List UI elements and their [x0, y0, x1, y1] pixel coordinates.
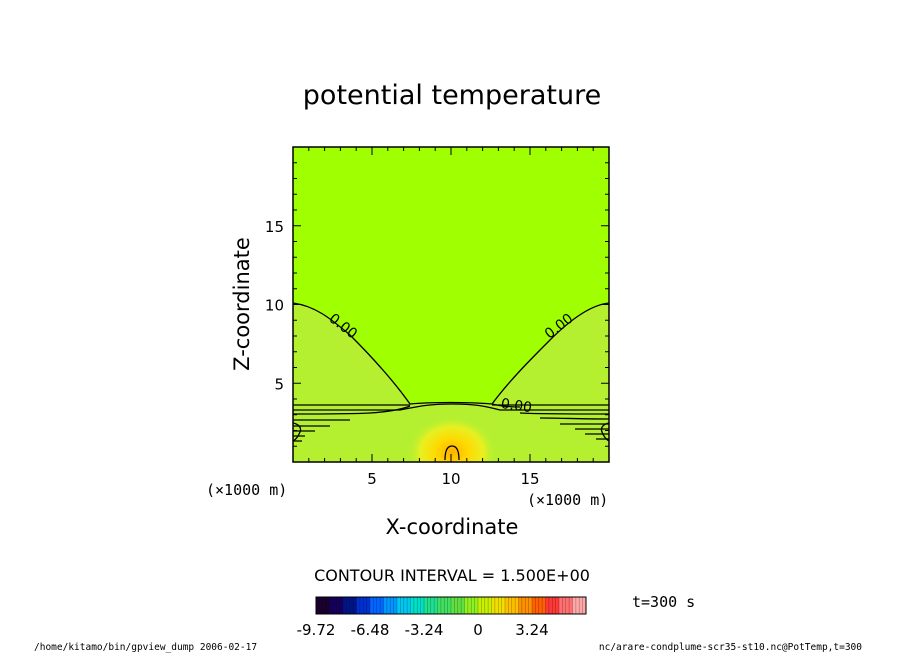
colorbar-swatch — [559, 597, 573, 614]
contour-zero-top — [409, 401, 521, 408]
y-tick-labels: 5 10 15 — [265, 218, 284, 394]
warm-anomaly — [407, 416, 497, 462]
axis-ticks — [293, 147, 609, 462]
y-tick-label: 5 — [274, 375, 284, 393]
colorbar-swatch — [343, 597, 357, 614]
contour-warm-core — [444, 445, 460, 461]
contour-right-corner — [600, 422, 609, 442]
contour-label: 0.00 — [500, 396, 533, 416]
plot-area — [293, 147, 609, 462]
colorbar-swatch — [451, 597, 465, 614]
colorbar-swatch — [410, 597, 425, 614]
y-axis-label: Z-coordinate — [230, 237, 254, 371]
colorbar-frame — [315, 596, 587, 615]
time-label: t=300 s — [632, 593, 695, 611]
colorbar-swatch — [464, 597, 479, 614]
colorbar-tick-label: -6.48 — [351, 621, 390, 639]
contour-layer-8 — [293, 433, 609, 437]
colorbar-swatch — [329, 597, 344, 614]
contour-layer-3 — [293, 405, 411, 415]
colorbar-swatch — [356, 597, 371, 614]
colorbar-swatch — [532, 597, 546, 614]
colorbar-swatch — [572, 597, 587, 614]
x-tick-labels: 5 10 15 — [367, 470, 539, 488]
colorbar-tick-label: -3.24 — [405, 621, 444, 639]
colorbar-swatch — [370, 597, 384, 614]
x-tick-label: 5 — [367, 470, 377, 488]
colorbar-tick-label: -9.72 — [297, 621, 336, 639]
footer-left: /home/kitamo/bin/gpview_dump 2006-02-17 — [34, 642, 257, 653]
colorbar-tick-label: 0 — [473, 621, 483, 639]
chart-title: potential temperature — [303, 80, 601, 111]
colorbar-swatch — [505, 597, 519, 614]
x-axis-label: X-coordinate — [386, 515, 519, 539]
footer-right: nc/arare-condplume-scr35-st10.nc@PotTemp… — [599, 642, 862, 653]
colorbar-swatch — [383, 597, 398, 614]
colorbar-swatch — [491, 597, 506, 614]
contour-layer-5 — [293, 417, 609, 421]
lower-layer-fill — [293, 303, 609, 462]
y-tick-label: 15 — [265, 218, 284, 236]
y-scale-note: (×1000 m) — [206, 481, 287, 499]
contour-layer-4 — [519, 412, 609, 415]
contour-left-corner — [293, 422, 302, 442]
colorbar-swatch — [424, 597, 438, 614]
colorbar-swatch — [397, 597, 411, 614]
colorbar-swatch — [478, 597, 492, 614]
contour-interval-label: CONTOUR INTERVAL = 1.500E+00 — [314, 566, 590, 585]
x-tick-label: 15 — [520, 470, 539, 488]
colorbar-swatch — [518, 597, 533, 614]
colorbar-swatch — [545, 597, 560, 614]
y-tick-label: 10 — [265, 297, 284, 315]
colorbar-swatch — [316, 597, 330, 614]
colorbar-tick-labels: -9.72 -6.48 -3.24 0 3.24 — [297, 621, 549, 639]
x-tick-label: 10 — [441, 470, 460, 488]
x-scale-note: (×1000 m) — [527, 491, 608, 509]
contour-zero-left — [293, 302, 411, 405]
contour-layer-2 — [293, 403, 609, 411]
contour-zero-right — [491, 302, 609, 405]
colorbar-swatch — [437, 597, 452, 614]
colorbar — [315, 597, 587, 614]
colorbar-tick-label: 3.24 — [515, 621, 548, 639]
